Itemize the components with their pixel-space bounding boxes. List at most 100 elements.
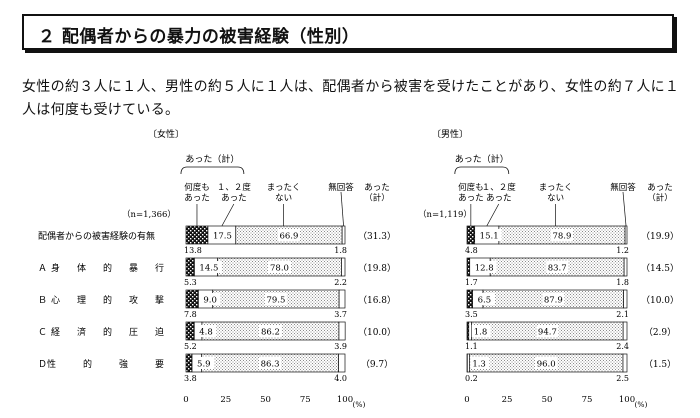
male-label-row5-seg1: 0.2 — [465, 374, 478, 383]
male-bar-row3-seg4 — [623, 289, 628, 309]
female-xtick-50: 50 — [260, 395, 271, 405]
male-label-bg-row5-seg2 — [470, 357, 490, 369]
female-n-label: （n=1,366） — [122, 209, 176, 220]
male-label-row3-seg4: 2.1 — [616, 310, 629, 319]
male-legend-total: あった — [647, 183, 673, 193]
male-label-row3-seg2: 6.5 — [478, 296, 492, 306]
male-label-bg-row2-seg3 — [546, 261, 569, 273]
male-label-bg-row2-seg2 — [472, 261, 497, 273]
female-bar-row3-seg4 — [338, 289, 346, 309]
male-label-row3-seg3: 87.9 — [544, 296, 563, 306]
female-label-bg-row4-seg3 — [259, 325, 282, 337]
male-leader-line-4 — [622, 191, 627, 227]
male-legend-series-4: 無回答 — [610, 182, 636, 193]
female-label-row1-seg2: 17.5 — [213, 232, 232, 242]
female-label-bg-row5-seg3 — [259, 357, 282, 369]
male-label-row1-seg3: 78.9 — [552, 232, 571, 242]
female-label-row1-seg1: 13.8 — [184, 246, 202, 255]
male-label-row5-seg2: 1.3 — [472, 360, 486, 370]
female-label-row2-seg2: 14.5 — [199, 264, 218, 274]
male-label-row4-seg2: 1.8 — [474, 328, 488, 338]
male-label-bg-row1-seg3 — [550, 229, 573, 241]
female-bracket-line — [180, 166, 245, 175]
male-bar-row2-seg1 — [466, 257, 471, 277]
male-bar-row4-seg4 — [622, 321, 628, 341]
female-legend-total: （計） — [364, 193, 390, 204]
female-xtick-100: 100 — [337, 395, 353, 405]
female-bar-row5-seg4 — [338, 353, 346, 373]
female-label-bg-row1-seg2 — [210, 229, 235, 241]
female-leader-line-4 — [340, 191, 344, 227]
female-label-row4-seg2: 4.8 — [199, 328, 213, 338]
female-total-row2: （19.8） — [358, 263, 396, 274]
male-label-bg-row4-seg2 — [471, 325, 491, 337]
female-total-row4: （10.0） — [358, 327, 396, 338]
male-label-row3-seg1: 3.5 — [465, 310, 478, 319]
male-label-row5-seg4: 2.5 — [616, 374, 629, 383]
female-label-bg-row5-seg2 — [195, 357, 215, 369]
female-legend-series-1: 何度も — [184, 182, 210, 193]
summary-text: 女性の約３人に１人、男性の約５人に１人は、配偶者から被害を受けたことがあり、女性… — [22, 79, 680, 118]
female-label-row5-seg4: 4.0 — [334, 374, 347, 383]
male-label-row1-seg2: 15.1 — [480, 232, 499, 242]
male-legend-series-1: あった — [458, 194, 484, 204]
female-label-row5-seg2: 5.9 — [197, 360, 211, 370]
female-legend-series-3: ない — [275, 194, 292, 204]
male-legend-series-2: あった — [486, 194, 512, 204]
male-bar-row1-seg4 — [624, 225, 628, 245]
female-label-bg-row1-seg3 — [277, 229, 300, 241]
male-label-bg-row4-seg3 — [536, 325, 559, 337]
male-legend-series-3: ない — [547, 194, 564, 204]
female-label-row1-seg3: 66.9 — [279, 232, 298, 242]
male-label-bg-row5-seg3 — [535, 357, 558, 369]
category-label-5: Ｄ性 的 強 要 — [38, 358, 164, 370]
male-x-unit: (%) — [635, 400, 648, 409]
male-label-row4-seg3: 94.7 — [538, 328, 557, 338]
female-label-row3-seg3: 79.5 — [266, 296, 285, 306]
male-label-row4-seg1: 1.1 — [465, 342, 478, 351]
male-legend-series-1: 何度も — [458, 182, 484, 193]
male-xtick-0: 0 — [464, 395, 469, 405]
male-n-label: （n=1,119） — [418, 209, 472, 220]
female-bar-row4-seg4 — [338, 321, 346, 341]
female-label-bg-row3-seg3 — [264, 293, 287, 305]
female-legend-total: あった — [364, 183, 390, 193]
male-total-row4: （2.9） — [644, 327, 676, 338]
section-title: ２ 配偶者からの暴力の被害経験（性別） — [38, 27, 360, 47]
female-label-row3-seg2: 9.0 — [203, 296, 217, 306]
female-bar-row2-seg1 — [185, 257, 195, 277]
male-label-bg-row1-seg2 — [477, 229, 502, 241]
female-label-row1-seg4: 1.8 — [334, 246, 347, 255]
female-total-row3: （16.8） — [358, 295, 396, 306]
female-total-row5: （9.7） — [361, 359, 393, 370]
male-label-row1-seg1: 4.8 — [465, 246, 478, 255]
section-title-box: ２ 配偶者からの暴力の被害経験（性別） — [22, 14, 674, 50]
female-label-row3-seg1: 7.8 — [184, 310, 197, 319]
male-bar-row3-seg1 — [466, 289, 473, 309]
female-leader-line-2 — [221, 203, 235, 227]
female-bar-row1-seg4 — [341, 225, 346, 245]
female-bar-row4-seg1 — [185, 321, 195, 341]
male-bar-row4-seg2 — [468, 321, 472, 341]
male-bracket-line — [454, 166, 510, 175]
male-total-row3: （10.0） — [641, 295, 679, 306]
female-bar-row2-seg4 — [341, 257, 346, 277]
male-label-row5-seg3: 96.0 — [537, 360, 556, 370]
female-group-label: 〔女性〕 — [148, 128, 184, 140]
female-label-row5-seg1: 3.8 — [184, 374, 197, 383]
male-label-row4-seg4: 2.4 — [616, 342, 629, 351]
female-label-row4-seg3: 86.2 — [261, 328, 280, 338]
female-label-bg-row4-seg2 — [197, 325, 217, 337]
female-label-row4-seg1: 5.2 — [184, 342, 197, 351]
female-legend-series-2: あった — [221, 194, 247, 204]
male-label-bg-row3-seg2 — [475, 293, 495, 305]
female-bar-row5-seg1 — [185, 353, 193, 373]
male-xtick-50: 50 — [542, 395, 553, 405]
male-bar-row5-seg4 — [622, 353, 628, 373]
female-bracket-label: あった（計） — [185, 153, 239, 165]
male-label-bg-row3-seg3 — [542, 293, 565, 305]
female-label-row2-seg4: 2.2 — [334, 278, 347, 287]
female-label-bg-row2-seg2 — [197, 261, 222, 273]
female-xtick-0: 0 — [183, 395, 188, 405]
female-legend-series-1: あった — [184, 194, 210, 204]
